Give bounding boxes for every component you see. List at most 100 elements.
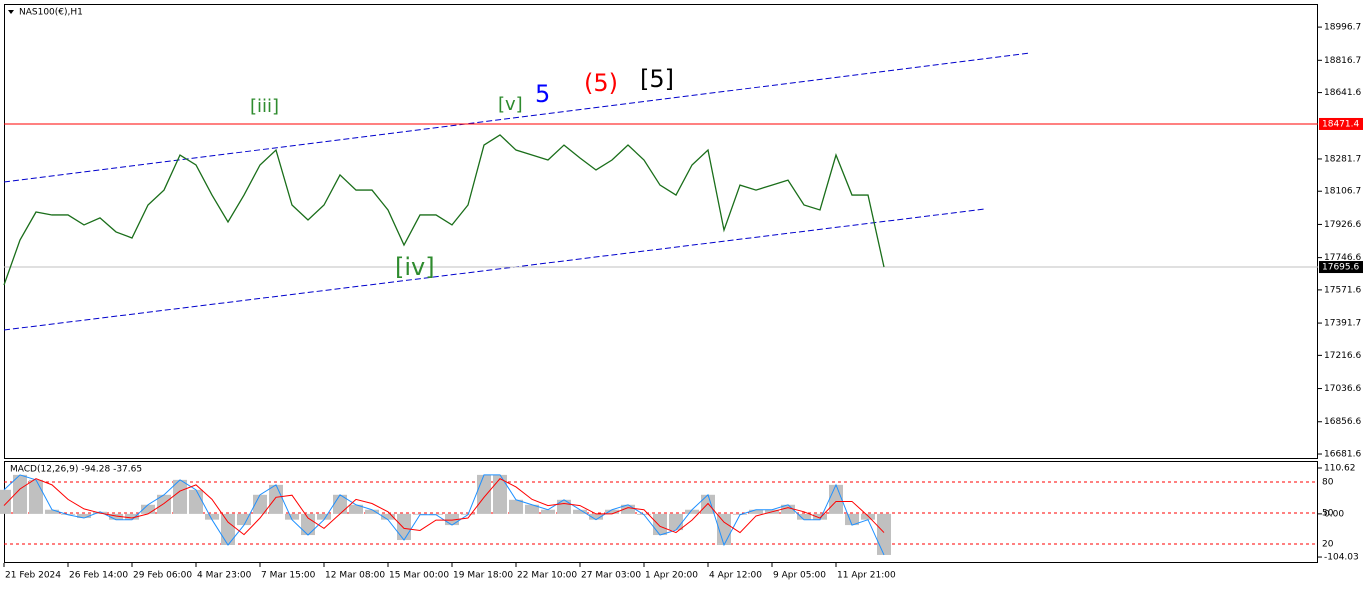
macd-histogram-bar — [77, 513, 91, 519]
macd-histogram-bar — [669, 513, 683, 531]
y-tick-label: 18816.7 — [1324, 56, 1361, 66]
x-tick-label: 1 Apr 20:00 — [645, 571, 698, 581]
macd-histogram-bar — [269, 484, 283, 514]
macd-histogram-bar — [861, 513, 875, 520]
channel-lower — [3, 208, 986, 331]
macd-histogram-bar — [141, 504, 155, 514]
price-tag-label: 18471.4 — [1322, 119, 1359, 129]
macd-histogram-bar — [813, 513, 827, 520]
price-tag — [1319, 261, 1363, 274]
macd-histogram-bar — [109, 513, 123, 520]
macd-histogram-bar — [541, 509, 555, 514]
macd-histogram-bar — [349, 504, 363, 514]
wave-label: [iv] — [395, 253, 435, 281]
macd-histogram-bar — [45, 509, 59, 514]
macd-histogram-bar — [173, 479, 187, 514]
macd-histogram-bar — [189, 489, 203, 514]
x-tick-label: 12 Mar 08:00 — [325, 571, 385, 581]
macd-histogram-bar — [29, 479, 43, 514]
macd-title: MACD(12,26,9) -94.28 -37.65 — [10, 465, 142, 475]
y-tick-label: 17926.6 — [1324, 220, 1361, 230]
main-panel — [4, 4, 1318, 459]
macd-histogram-bar — [157, 494, 171, 514]
y-tick-label: 18106.7 — [1324, 187, 1361, 197]
macd-histogram-bar — [221, 513, 235, 545]
macd-histogram-bar — [589, 513, 603, 520]
macd-histogram-bar — [829, 484, 843, 514]
y-tick-label: 18281.7 — [1324, 154, 1361, 164]
x-tick-label: 4 Apr 12:00 — [709, 571, 762, 581]
y-tick-label: 17391.7 — [1324, 319, 1361, 329]
x-tick-label: 22 Mar 10:00 — [517, 571, 577, 581]
y-tick-label: 0.00 — [1324, 509, 1344, 519]
macd-histogram-bar — [0, 489, 11, 514]
y-tick-label: 18996.7 — [1324, 23, 1361, 33]
price-tag — [1319, 117, 1363, 130]
macd-histogram-bar — [365, 509, 379, 514]
wave-label: [v] — [498, 94, 523, 115]
price-tag-label: 17695.6 — [1322, 263, 1359, 273]
x-tick-label: 7 Mar 15:00 — [261, 571, 316, 581]
macd-histogram-bar — [701, 494, 715, 514]
x-tick-label: 15 Mar 00:00 — [389, 571, 449, 581]
macd-histogram-bar — [781, 504, 795, 514]
y-tick-label: 110.62 — [1324, 464, 1356, 474]
macd-histogram-bar — [525, 504, 539, 514]
chart-title: NAS100(€),H1 — [19, 8, 83, 18]
macd-histogram-bar — [493, 474, 507, 514]
y-tick-label: 17746.6 — [1324, 253, 1361, 263]
macd-histogram-bar — [877, 513, 891, 555]
x-tick-label: 4 Mar 23:00 — [197, 571, 252, 581]
macd-histogram-bar — [285, 513, 299, 520]
macd-histogram-bar — [749, 509, 763, 514]
macd-histogram-bar — [573, 509, 587, 514]
price-line-series — [3, 134, 885, 286]
macd-histogram-bar — [845, 513, 859, 526]
macd-histogram-bar — [509, 499, 523, 514]
wave-label: [iii] — [250, 96, 279, 117]
macd-histogram-bar — [381, 513, 395, 520]
x-tick-label: 19 Mar 18:00 — [453, 571, 513, 581]
y-tick-label: 18641.6 — [1324, 88, 1361, 98]
level-label: 50 — [1322, 508, 1334, 518]
menu-arrow[interactable] — [8, 10, 14, 14]
macd-histogram-bar — [477, 474, 491, 514]
macd-histogram-bar — [797, 513, 811, 520]
macd-histogram-bar — [397, 513, 411, 541]
wave-label: 5 — [535, 80, 550, 108]
wave-label: (5) — [584, 69, 618, 97]
macd-histogram-bar — [237, 513, 251, 526]
macd-histogram-bar — [605, 509, 619, 514]
y-tick-label: 16856.6 — [1324, 417, 1361, 427]
macd-histogram-bar — [301, 513, 315, 536]
macd-histogram-bar — [13, 474, 27, 514]
x-tick-label: 29 Feb 06:00 — [133, 571, 192, 581]
macd-line — [3, 478, 885, 536]
x-tick-label: 21 Feb 2024 — [5, 571, 61, 581]
level-label: 80 — [1322, 477, 1334, 487]
macd-histogram-bar — [621, 504, 635, 514]
macd-histogram-bar — [125, 513, 139, 520]
x-tick-label: 9 Apr 05:00 — [773, 571, 826, 581]
macd-histogram-bar — [653, 513, 667, 536]
y-tick-label: 17216.6 — [1324, 351, 1361, 361]
x-tick-label: 11 Apr 21:00 — [837, 571, 896, 581]
x-tick-label: 27 Mar 03:00 — [581, 571, 641, 581]
macd-histogram-bar — [317, 513, 331, 520]
y-tick-label: 17036.6 — [1324, 384, 1361, 394]
macd-histogram-bar — [445, 513, 459, 526]
macd-histogram-bar — [717, 513, 731, 545]
channel-upper — [3, 52, 1031, 183]
x-tick-label: 26 Feb 14:00 — [69, 571, 128, 581]
macd-histogram-bar — [685, 509, 699, 514]
y-tick-label: 17571.6 — [1324, 285, 1361, 295]
wave-label: [5] — [640, 65, 674, 93]
macd-histogram-bar — [205, 513, 219, 520]
macd-histogram-bar — [253, 494, 267, 514]
macd-histogram-bar — [557, 499, 571, 514]
y-tick-label: -104.03 — [1324, 553, 1359, 563]
y-tick-label: 16681.6 — [1324, 450, 1361, 460]
